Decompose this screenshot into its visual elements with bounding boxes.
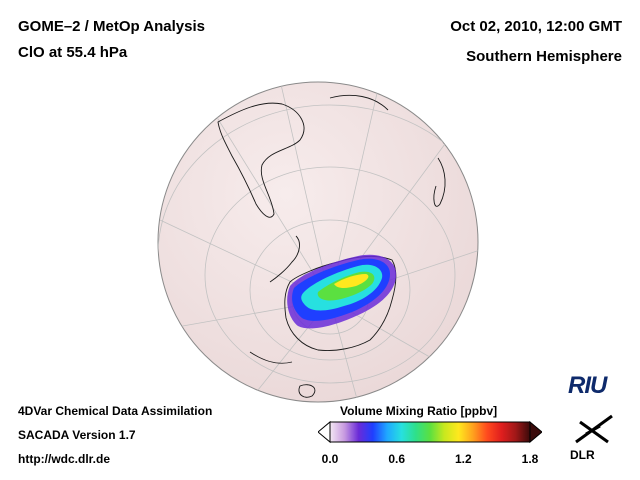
riu-logo: RIU	[568, 372, 607, 399]
colorbar-tick: 0.0	[321, 452, 339, 466]
footer-method: 4DVar Chemical Data Assimilation	[18, 404, 213, 418]
graticule	[158, 82, 478, 402]
clo-peak-region	[334, 274, 369, 288]
colorbar-tick: 1.2	[454, 452, 472, 466]
colorbar-title: Volume Mixing Ratio [ppbv]	[340, 404, 498, 418]
colorbar-tick: 1.8	[521, 452, 539, 466]
map-subtitle: ClO at 55.4 hPa	[18, 44, 128, 61]
colorbar-min-arrow	[318, 420, 331, 444]
antarctic-peninsula	[269, 235, 300, 283]
clo-field	[287, 254, 397, 329]
south-america-coast	[217, 102, 305, 218]
colorbar	[318, 420, 542, 444]
coast-fragment-2	[249, 351, 293, 364]
map-hemisphere: Southern Hemisphere	[466, 48, 622, 65]
globe-disc	[157, 81, 479, 403]
dlr-logo-icon	[575, 414, 613, 444]
coast-fragment-3	[298, 384, 316, 398]
colorbar-tick: 0.6	[388, 452, 405, 466]
dlr-logo: DLR	[570, 448, 595, 462]
footer-url[interactable]: http://wdc.dlr.de	[18, 452, 110, 466]
africa-coast-fragment	[433, 157, 446, 207]
coast-fragment-1	[329, 94, 389, 111]
colorbar-max-arrow	[529, 420, 542, 444]
footer-version: SACADA Version 1.7	[18, 428, 136, 442]
map-title: GOME–2 / MetOp Analysis	[18, 18, 205, 35]
map-datetime: Oct 02, 2010, 12:00 GMT	[450, 18, 622, 35]
colorbar-gradient	[329, 421, 531, 443]
